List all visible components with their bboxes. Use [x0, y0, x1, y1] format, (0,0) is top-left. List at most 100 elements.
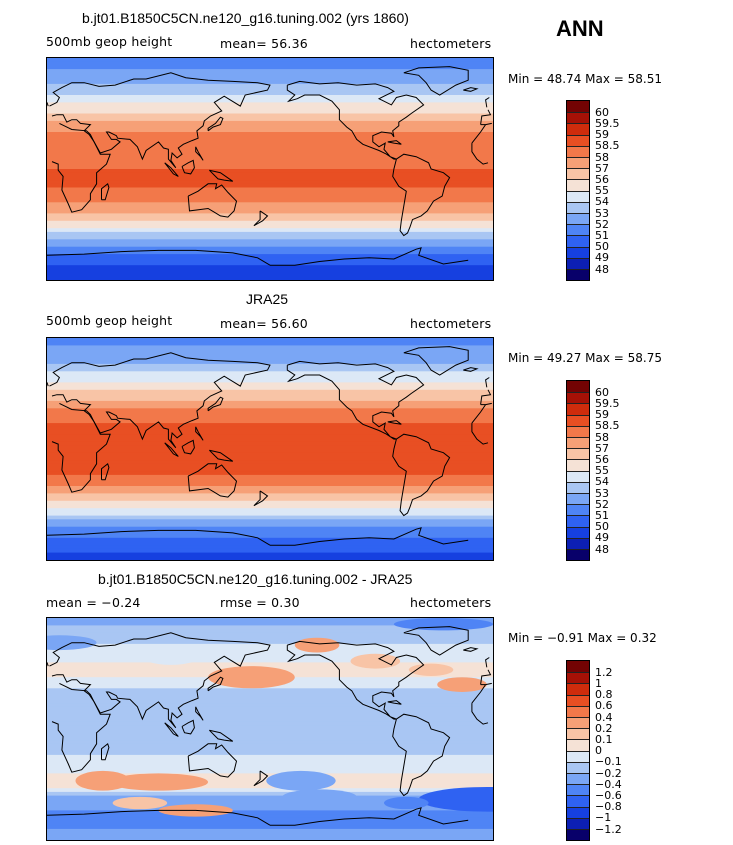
contour-band [47, 541, 493, 546]
contour-band [47, 441, 493, 446]
contour-band [47, 154, 493, 159]
panel-2-map [46, 337, 494, 561]
colorbar-swatch [567, 526, 589, 538]
coastline [49, 632, 492, 729]
panel-1-units: hectometers [410, 36, 492, 51]
colorbar-swatch [567, 504, 589, 516]
contour-band [47, 220, 493, 226]
colorbar-tick-label: 52 [595, 217, 609, 231]
coastline [187, 463, 238, 498]
contour-band [47, 224, 493, 229]
contour-band [47, 102, 493, 107]
contour-band [47, 828, 493, 834]
contour-band [47, 206, 493, 211]
contour-band [47, 80, 493, 85]
contour-band [47, 629, 493, 634]
colorbar-swatch [567, 481, 589, 493]
coastline [387, 420, 402, 425]
colorbar-tick-label: 56 [595, 452, 609, 466]
coastline [164, 442, 179, 457]
contour-band [47, 817, 493, 823]
contour-band [47, 143, 493, 148]
coastline [286, 80, 425, 160]
contour-band [47, 338, 493, 343]
colorbar-tick-label: 1.2 [595, 665, 613, 679]
coastline [253, 490, 269, 507]
contour-band [47, 769, 493, 774]
panel-3-min-max: Min = −0.91 Max = 0.32 [508, 631, 657, 645]
contour-band [47, 736, 493, 741]
coastline [164, 722, 179, 737]
contour-band [47, 95, 493, 100]
contour-band [47, 740, 493, 745]
anomaly-contour [139, 645, 202, 665]
contour-band [47, 76, 493, 81]
contour-band [47, 534, 493, 539]
contour-band [47, 497, 493, 502]
contour-band [47, 389, 493, 395]
contour-band [47, 636, 493, 641]
colorbar-swatch [567, 683, 589, 695]
contour-band [47, 382, 493, 387]
contour-band [47, 367, 493, 372]
contour-band [47, 545, 493, 550]
contour-band [47, 117, 493, 122]
colorbar-swatch [567, 817, 589, 829]
coastline [101, 742, 110, 761]
colorbar-swatch [567, 761, 589, 773]
season-label: ANN [556, 16, 604, 41]
coastline [208, 449, 234, 462]
contour-band [47, 556, 493, 560]
contour-band [47, 662, 493, 667]
contour-band [47, 747, 493, 752]
colorbar-tick-label: −1.2 [595, 822, 622, 836]
panel-3-rmse: rmse = 0.30 [220, 595, 300, 610]
coastline [208, 169, 234, 182]
colorbar-swatch [567, 437, 589, 449]
contour-band [47, 371, 493, 376]
panel-2-variable-label: 500mb geop height [46, 313, 173, 328]
contour-band [47, 161, 493, 166]
colorbar-swatch [567, 661, 589, 673]
coastline [49, 72, 492, 169]
coastline [181, 719, 195, 735]
coastline [47, 249, 271, 266]
panel-1-map-svg [47, 58, 493, 280]
colorbar-tick-label: 48 [595, 542, 609, 556]
coastline [47, 97, 490, 108]
panel-2-title: JRA25 [246, 291, 289, 307]
contour-band [47, 272, 493, 277]
contour-band [47, 397, 493, 402]
coastline [187, 183, 238, 218]
contour-band [47, 725, 493, 730]
panel-2-mean: mean= 56.60 [220, 316, 308, 331]
colorbar-swatch [567, 705, 589, 717]
contour-band [47, 180, 493, 185]
colorbar-tick-label: 59 [595, 408, 609, 422]
contour-band [47, 415, 493, 420]
contour-band [47, 265, 493, 270]
colorbar-swatch [567, 123, 589, 135]
contour-band [47, 460, 493, 465]
colorbar-swatch [567, 470, 589, 482]
contour-band [47, 486, 493, 491]
colorbar-tick-label: 49 [595, 251, 609, 265]
anomaly-contour [266, 770, 336, 791]
contour-band [47, 751, 493, 756]
colorbar-swatch [567, 224, 589, 236]
colorbar-tick-label: 57 [595, 161, 609, 175]
coastline [47, 657, 490, 668]
contour-band [47, 139, 493, 144]
contour-band [47, 360, 493, 365]
coastline [207, 676, 224, 692]
contour-band [47, 191, 493, 196]
contour-band [47, 621, 493, 626]
colorbar-swatch [567, 773, 589, 785]
contour-band [47, 548, 493, 554]
coastline [51, 402, 489, 493]
colorbar-swatch [567, 829, 589, 841]
coastline [51, 682, 489, 773]
colorbar-tick-label: 53 [595, 486, 609, 500]
contour-band [47, 530, 493, 535]
contour-band [47, 699, 493, 704]
